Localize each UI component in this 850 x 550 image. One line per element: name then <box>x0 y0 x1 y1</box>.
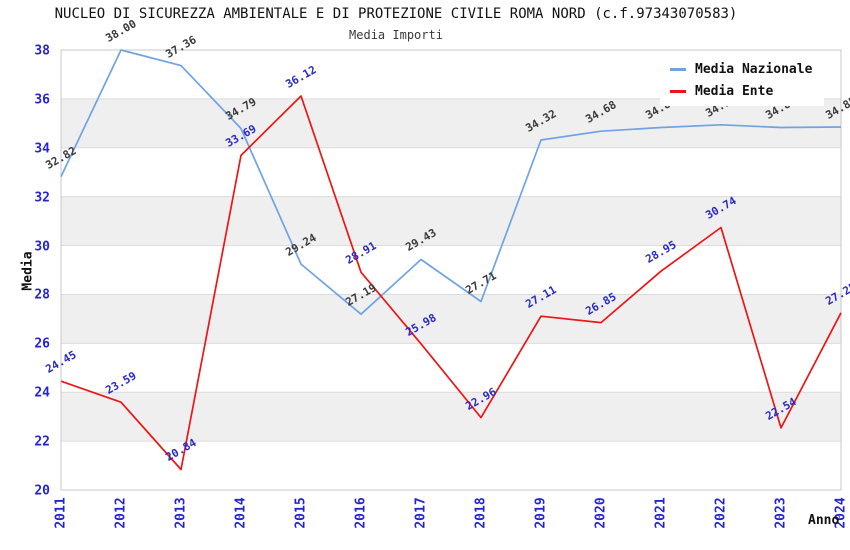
plot-band <box>61 294 841 344</box>
y-tick-label: 36 <box>34 92 50 108</box>
x-tick-label: 2020 <box>593 497 609 529</box>
legend-item-media-ente: Media Ente <box>670 85 812 98</box>
y-tick-label: 24 <box>34 385 50 401</box>
x-tick-label: 2015 <box>293 497 309 529</box>
chart-subtitle: Media Importi <box>349 28 443 42</box>
line-swatch-icon <box>670 90 686 93</box>
y-tick-label: 20 <box>34 483 50 499</box>
y-tick-label: 22 <box>34 434 50 450</box>
x-tick-label: 2013 <box>173 497 189 529</box>
y-tick-label: 30 <box>34 239 50 255</box>
legend-label: Media Ente <box>695 84 774 99</box>
plot-border <box>60 49 842 491</box>
x-tick-label: 2023 <box>773 497 789 529</box>
y-tick-label: 28 <box>34 287 50 303</box>
x-tick-label: 2014 <box>233 497 249 529</box>
x-tick-label: 2019 <box>533 497 549 529</box>
y-tick-label: 34 <box>34 141 50 157</box>
x-tick-label: 2016 <box>353 497 369 529</box>
x-tick-label: 2011 <box>53 497 69 529</box>
y-tick-label: 38 <box>34 43 50 59</box>
series-line-media-ente <box>60 95 842 471</box>
line-swatch-icon <box>670 68 686 71</box>
y-tick-label: 32 <box>34 190 50 206</box>
y-axis-title: Media <box>20 251 36 291</box>
x-axis-title: Anno <box>808 513 840 528</box>
plot-band <box>61 98 841 148</box>
x-tick-label: 2017 <box>413 497 429 529</box>
x-tick-label: 2012 <box>113 497 129 529</box>
chart-title: NUCLEO DI SICUREZZA AMBIENTALE E DI PROT… <box>54 6 738 22</box>
y-tick-label: 26 <box>34 336 50 352</box>
legend-label: Media Nazionale <box>695 62 813 77</box>
plot-band <box>61 392 841 442</box>
legend: Media Nazionale Media Ente <box>660 56 825 106</box>
x-tick-label: 2022 <box>713 497 729 529</box>
x-tick-label: 2018 <box>473 497 489 529</box>
x-tick-label: 2021 <box>653 497 669 529</box>
legend-item-media-nazionale: Media Nazionale <box>670 63 812 76</box>
series-line-media-nazionale <box>60 49 842 316</box>
plot-band <box>61 196 841 246</box>
